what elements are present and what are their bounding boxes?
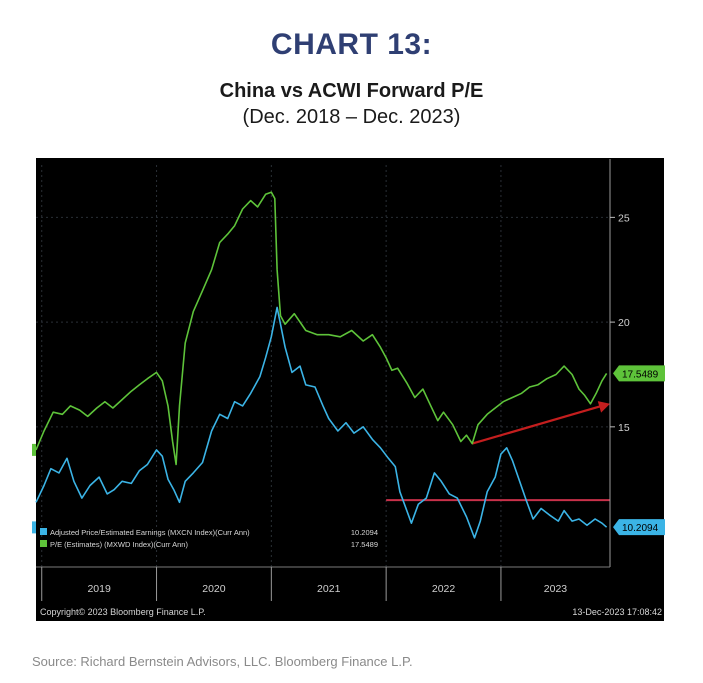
legend-value: 17.5489 bbox=[351, 540, 378, 549]
chart-footer: Copyright© 2023 Bloomberg Finance L.P. 13… bbox=[40, 607, 662, 617]
trend-arrow-shaft bbox=[471, 404, 603, 445]
last-value-tag bbox=[613, 519, 665, 536]
x-tick-label: 2020 bbox=[202, 583, 226, 595]
legend-label: Adjusted Price/Estimated Earnings (MXCN … bbox=[50, 528, 250, 537]
chart-title: China vs ACWI Forward P/E bbox=[219, 80, 484, 102]
timestamp-text: 13-Dec-2023 17:08:42 bbox=[572, 607, 662, 617]
legend-swatch bbox=[40, 528, 47, 535]
chart-subtitle: (Dec. 2018 – Dec. 2023) bbox=[242, 106, 461, 128]
x-tick-label: 2022 bbox=[432, 583, 456, 595]
x-tick-label: 2019 bbox=[87, 583, 111, 595]
source-note: Source: Richard Bernstein Advisors, LLC.… bbox=[32, 654, 413, 669]
legend-swatch bbox=[40, 540, 47, 547]
grid bbox=[36, 165, 610, 567]
legend-value: 10.2094 bbox=[351, 528, 378, 537]
left-series-marker bbox=[32, 521, 36, 534]
y-tick-label: 20 bbox=[618, 317, 630, 329]
chart-panel: 15 20 25 10.2094 17.5489 2019 2020 2021 2022 202… bbox=[0, 155, 703, 625]
x-axis: 2019 2020 2021 2022 2023 bbox=[36, 566, 610, 601]
y-tick-label: 15 bbox=[618, 422, 630, 434]
chart-background bbox=[36, 158, 664, 621]
legend-label: P/E (Estimates) (MXWD Index)(Curr Ann) bbox=[50, 540, 188, 549]
last-value-label: 10.2094 bbox=[622, 523, 659, 534]
left-series-marker bbox=[32, 443, 36, 456]
series-lines bbox=[35, 191, 608, 539]
chart-number: CHART 13: bbox=[270, 28, 433, 61]
y-axis: 15 20 25 10.2094 17.5489 bbox=[32, 159, 665, 567]
x-tick-label: 2023 bbox=[544, 583, 568, 595]
y-tick-label: 25 bbox=[618, 212, 630, 224]
x-tick-label: 2021 bbox=[317, 583, 341, 595]
last-value-tag bbox=[613, 365, 665, 382]
pe-line-chart: 15 20 25 10.2094 17.5489 2019 2020 2021 2022 202… bbox=[32, 158, 665, 621]
legend: Adjusted Price/Estimated Earnings (MXCN … bbox=[40, 528, 378, 549]
trend-arrow-head bbox=[597, 401, 610, 413]
copyright-text: Copyright© 2023 Bloomberg Finance L.P. bbox=[40, 607, 206, 617]
china-pe-line bbox=[35, 306, 608, 539]
acwi-pe-line bbox=[35, 191, 608, 466]
last-value-label: 17.5489 bbox=[622, 369, 659, 380]
